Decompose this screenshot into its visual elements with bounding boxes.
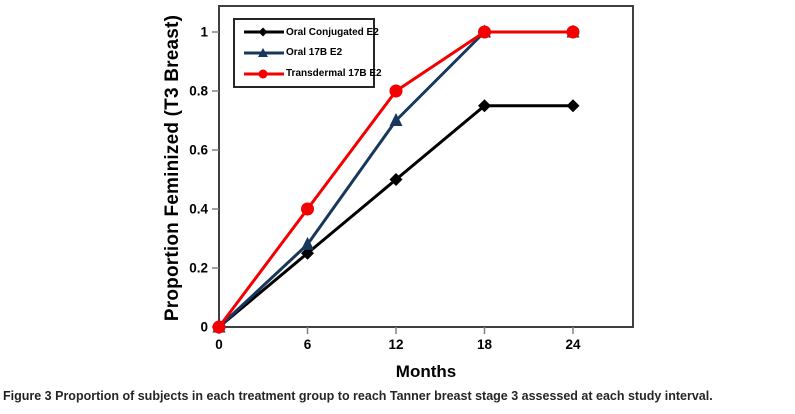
y-tick-label: 0 [200,320,208,335]
legend-label: Oral 17B E2 [286,47,343,59]
series-marker-oral-17b-e2 [389,113,403,126]
legend-item-oral-17b-e2: Oral 17B E2 [243,43,373,63]
legend-label: Oral Conjugated E2 [286,26,379,38]
legend-sample-diamond-icon [244,27,284,37]
legend-sample-triangle-icon [244,47,284,57]
y-axis-title: Proportion Feminized (T3 Breast) [162,14,183,322]
x-tick-label: 0 [215,337,223,352]
legend-label: Transdermal 17B E2 [286,68,382,80]
y-tick-label: 0.2 [189,261,208,276]
series-marker-oral-conjugated-e2 [389,173,403,186]
x-tick-label: 24 [565,337,581,352]
series-marker-oral-conjugated-e2 [301,246,314,260]
y-tick-label: 0.6 [189,143,208,158]
legend-item-oral-conjugated-e2: Oral Conjugated E2 [243,22,379,42]
legend-sample-circle-icon [244,69,284,79]
y-tick-label: 0.4 [189,202,208,217]
x-tick-label: 12 [388,337,403,352]
figure-caption-text: Proportion of subjects in each treatment… [55,389,713,403]
series-marker-transdermal-17b-e2 [301,202,314,216]
series-line-oral-conjugated-e2 [218,104,573,329]
x-tick-label: 18 [477,337,493,352]
series-marker-oral-17b-e2 [301,236,314,250]
y-tick-label: 0.8 [189,84,208,99]
plot-frame [218,5,634,328]
series-marker-transdermal-17b-e2 [212,320,226,334]
series-marker-transdermal-17b-e2 [478,25,491,39]
x-tick-label: 6 [304,337,312,352]
legend-item-transdermal-17b-e2: Transdermal 17B E2 [243,64,382,84]
y-tick-label: 1 [200,25,208,40]
legend-box: Oral Conjugated E2 Oral 17B E2 Transdermal… [233,18,382,88]
series-marker-transdermal-17b-e2 [389,84,403,98]
figure-caption-label: Figure 3 [3,389,52,403]
series-marker-oral-conjugated-e2 [566,99,580,113]
series-marker-transdermal-17b-e2 [566,25,580,39]
x-axis-title: Months [395,362,457,381]
series-marker-oral-conjugated-e2 [478,99,491,113]
figure-caption: Figure 3 Proportion of subjects in each … [3,389,795,403]
